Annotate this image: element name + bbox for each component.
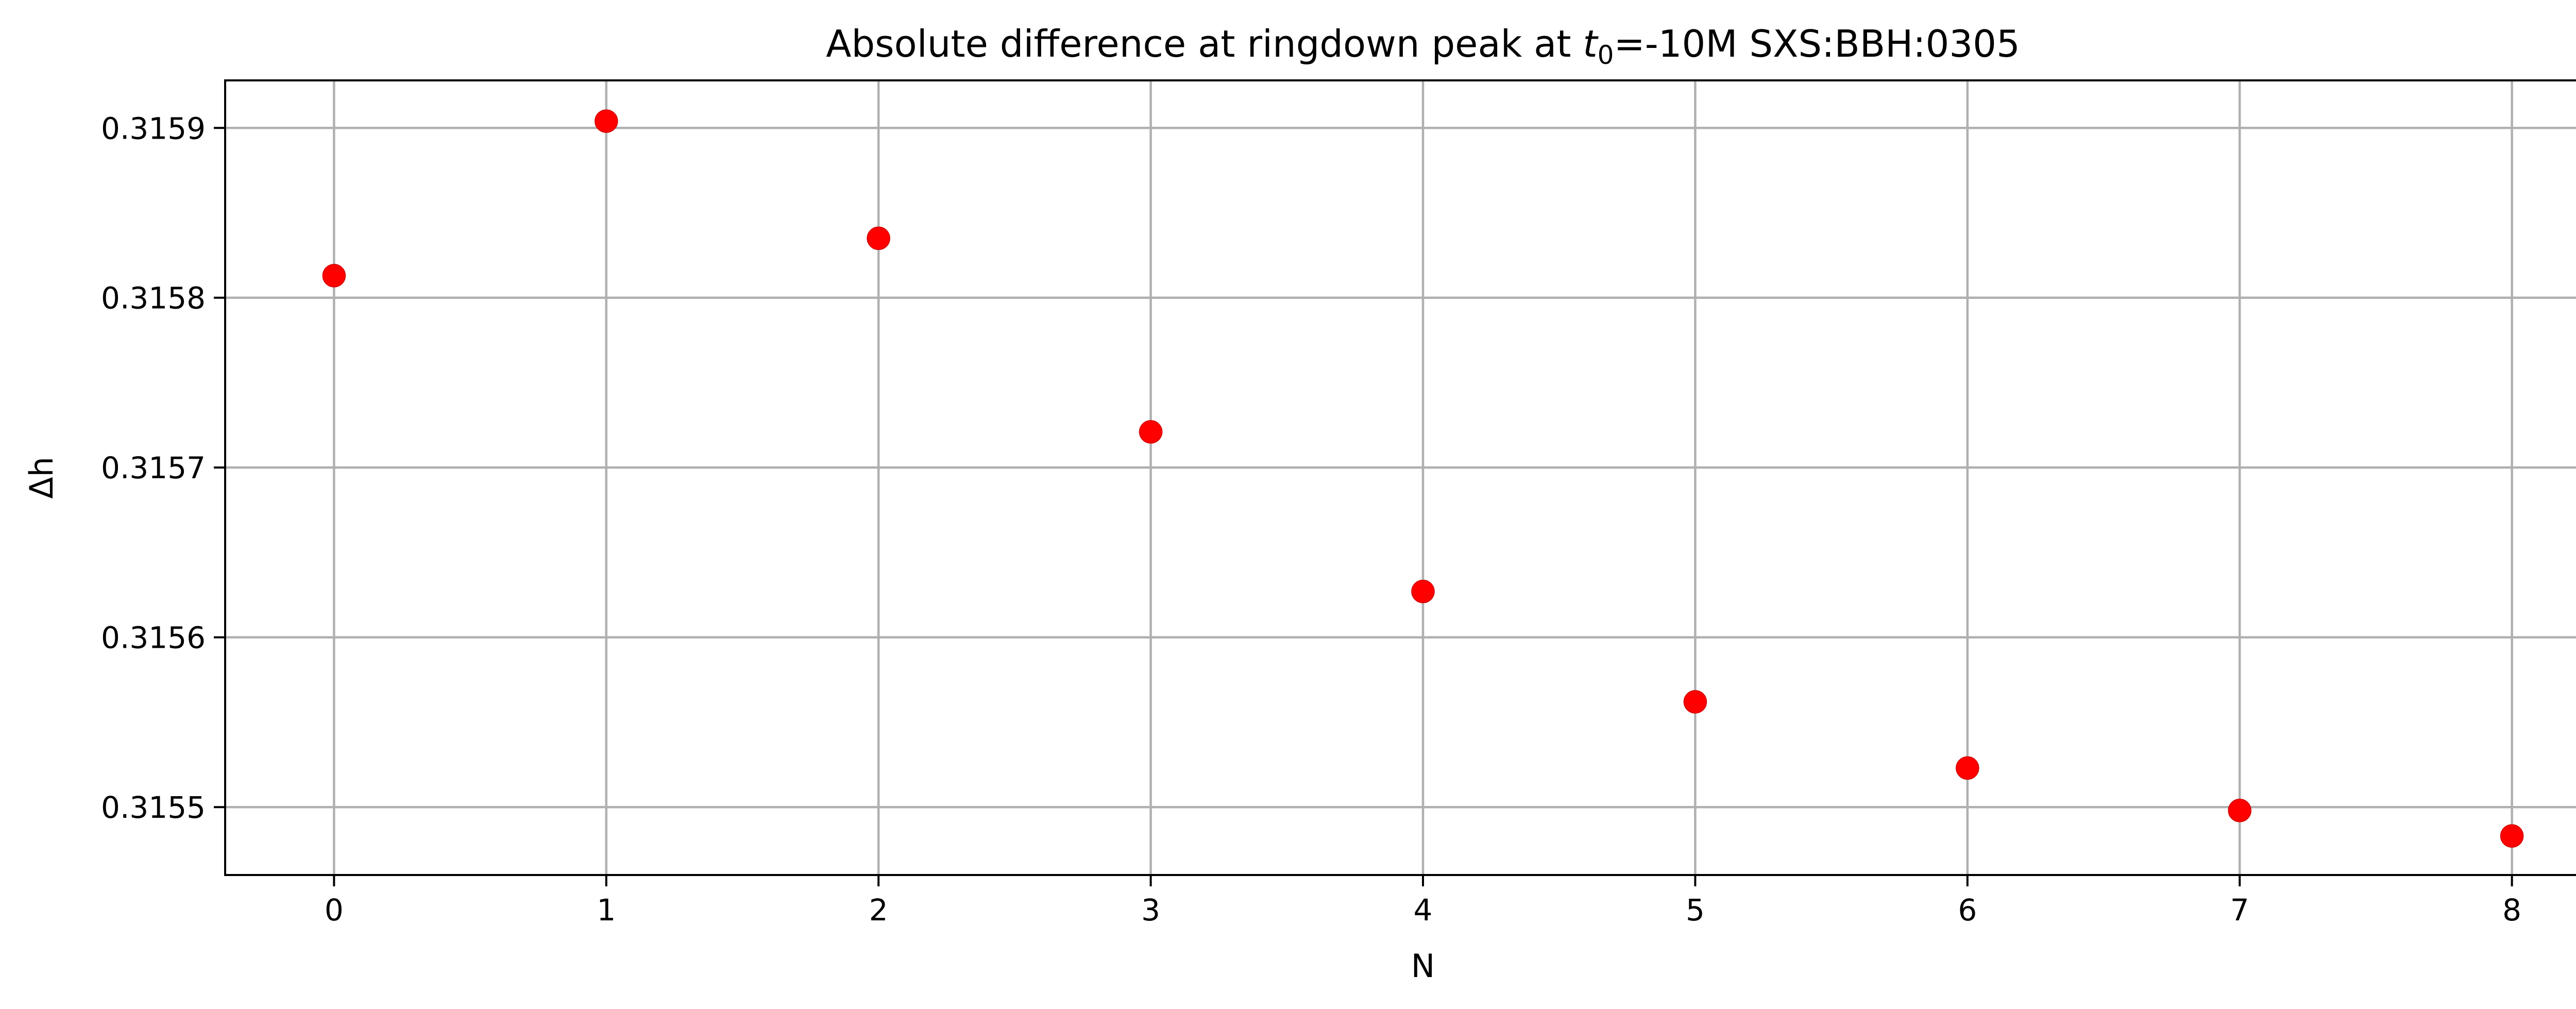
x-tick-label: 8 xyxy=(2502,893,2521,928)
x-tick-label: 5 xyxy=(1686,893,1705,928)
plot-frame xyxy=(224,79,2576,876)
y-axis-label: Δh xyxy=(23,457,60,499)
tick-layer: 0 1 2 3 4 5 6 7 8 0.3155 0.3156 0.3157 0.3158 0.3159 xyxy=(101,111,2521,928)
chart-title: Absolute difference at ringdown peak at … xyxy=(826,22,2020,70)
x-tick-label: 0 xyxy=(325,893,344,928)
title-variable: t xyxy=(1583,22,1599,65)
data-point xyxy=(1956,756,1979,780)
data-point xyxy=(595,109,618,133)
title-prefix: Absolute difference at ringdown peak at xyxy=(826,22,1583,65)
x-tick-label: 7 xyxy=(2230,893,2249,928)
x-axis-label: N xyxy=(1411,947,1435,985)
y-tick-label: 0.3159 xyxy=(101,111,206,146)
title-subscript: 0 xyxy=(1598,40,1614,70)
x-tick-label: 3 xyxy=(1141,893,1160,928)
y-tick-label: 0.3155 xyxy=(101,790,206,825)
y-tick-label: 0.3158 xyxy=(101,281,206,316)
grid-layer xyxy=(225,80,2576,875)
x-tick-label: 4 xyxy=(1414,893,1433,928)
data-point xyxy=(2228,799,2251,822)
x-tick-label: 1 xyxy=(597,893,616,928)
data-points xyxy=(322,109,2524,848)
title-suffix: =-10M SXS:BBH:0305 xyxy=(1614,22,2020,65)
data-point xyxy=(867,226,890,250)
x-tick-label: 6 xyxy=(1958,893,1977,928)
data-point xyxy=(1411,580,1435,603)
data-point xyxy=(1683,690,1707,714)
data-point xyxy=(1139,420,1163,444)
data-point xyxy=(2500,824,2524,848)
x-tick-label: 2 xyxy=(869,893,888,928)
y-tick-label: 0.3156 xyxy=(101,620,206,655)
y-tick-label: 0.3157 xyxy=(101,450,206,485)
data-point xyxy=(322,264,346,288)
